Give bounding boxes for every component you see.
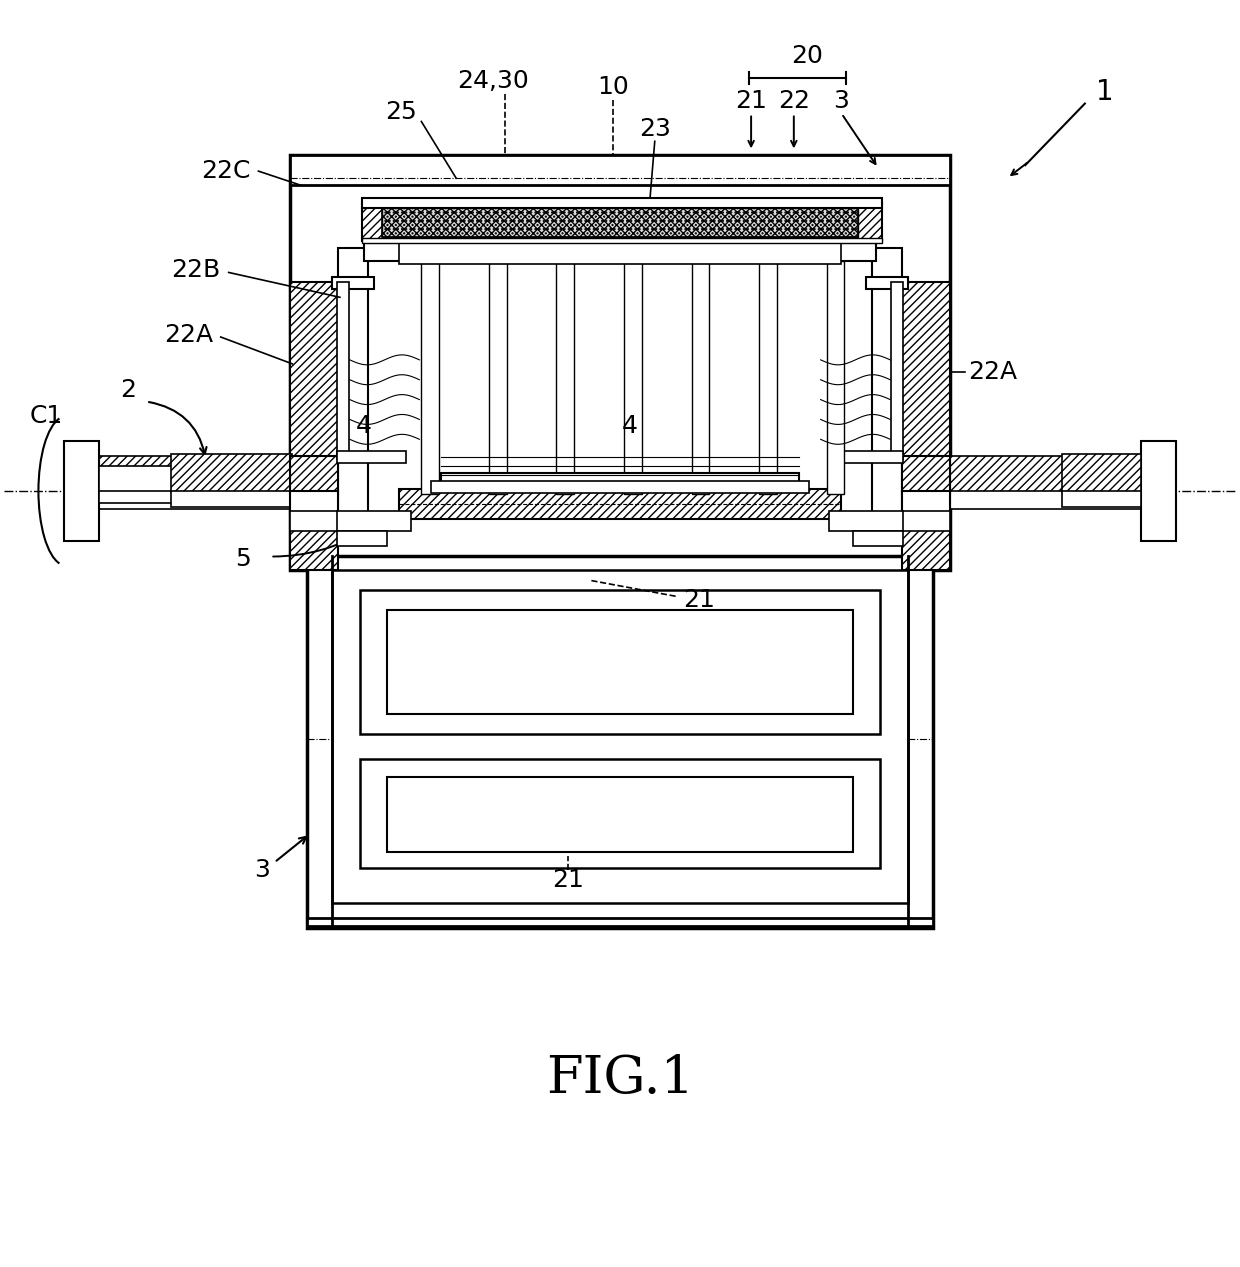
Text: 22: 22 <box>777 89 810 113</box>
Bar <box>692 261 709 494</box>
Bar <box>441 473 799 492</box>
Bar <box>360 590 880 735</box>
Bar <box>759 261 777 494</box>
Bar <box>98 466 179 494</box>
Bar <box>382 205 858 237</box>
Bar <box>290 283 339 570</box>
Bar <box>399 489 841 518</box>
Text: 20: 20 <box>791 44 822 68</box>
Text: 22C: 22C <box>201 160 250 184</box>
Text: 2: 2 <box>120 378 136 402</box>
Bar <box>387 611 853 715</box>
Bar <box>901 511 950 531</box>
Text: 1: 1 <box>1096 77 1114 105</box>
Bar <box>290 511 339 531</box>
Text: 24,30: 24,30 <box>458 68 528 92</box>
Text: 22B: 22B <box>171 258 221 283</box>
Bar <box>1061 492 1142 507</box>
Bar <box>308 919 932 926</box>
Bar <box>337 531 387 546</box>
Bar <box>901 492 950 513</box>
Bar <box>827 261 844 494</box>
Text: 21: 21 <box>552 868 584 892</box>
Bar <box>337 283 348 459</box>
Bar <box>828 511 903 531</box>
Bar <box>332 277 373 289</box>
Bar <box>339 247 368 514</box>
Bar <box>308 555 932 927</box>
Text: 21: 21 <box>735 89 768 113</box>
Bar <box>901 456 950 494</box>
Bar <box>171 454 293 492</box>
Bar <box>98 456 298 492</box>
Bar <box>360 759 880 868</box>
Text: 4: 4 <box>622 414 637 438</box>
Bar <box>290 492 339 513</box>
Text: 4: 4 <box>356 414 372 438</box>
Bar <box>290 156 950 570</box>
Bar <box>98 492 179 503</box>
Bar <box>872 247 901 514</box>
Bar <box>557 261 574 494</box>
Text: 21: 21 <box>683 588 715 612</box>
Bar <box>833 451 903 464</box>
Bar <box>942 492 1142 509</box>
Bar <box>422 261 439 494</box>
Bar <box>892 283 903 459</box>
Bar <box>387 777 853 851</box>
Bar <box>901 283 950 570</box>
Text: 23: 23 <box>639 118 671 142</box>
Bar <box>290 456 339 494</box>
Text: 5: 5 <box>234 546 250 570</box>
Text: 3: 3 <box>254 859 270 882</box>
Bar <box>98 492 298 509</box>
Bar <box>942 456 1142 492</box>
Bar <box>1061 454 1142 492</box>
Text: C1: C1 <box>30 404 62 428</box>
Bar <box>853 531 903 546</box>
Bar <box>399 243 841 265</box>
Bar <box>332 570 908 903</box>
Bar <box>290 156 950 185</box>
Bar <box>1142 441 1177 541</box>
Text: 25: 25 <box>386 100 418 123</box>
Bar <box>489 261 507 494</box>
Bar <box>63 441 98 541</box>
Text: 22A: 22A <box>164 323 213 347</box>
Bar <box>337 511 412 531</box>
Text: 22A: 22A <box>967 360 1017 384</box>
Bar <box>362 198 882 208</box>
Text: FIG.1: FIG.1 <box>546 1053 694 1105</box>
Bar <box>624 261 642 494</box>
Bar <box>171 492 293 507</box>
Bar <box>337 451 407 464</box>
Bar <box>362 238 882 243</box>
Text: 10: 10 <box>598 75 629 99</box>
Bar <box>867 277 908 289</box>
Text: 3: 3 <box>833 89 849 113</box>
Bar <box>382 205 858 237</box>
Bar <box>432 481 808 493</box>
Bar <box>362 203 882 241</box>
Bar <box>363 243 877 261</box>
